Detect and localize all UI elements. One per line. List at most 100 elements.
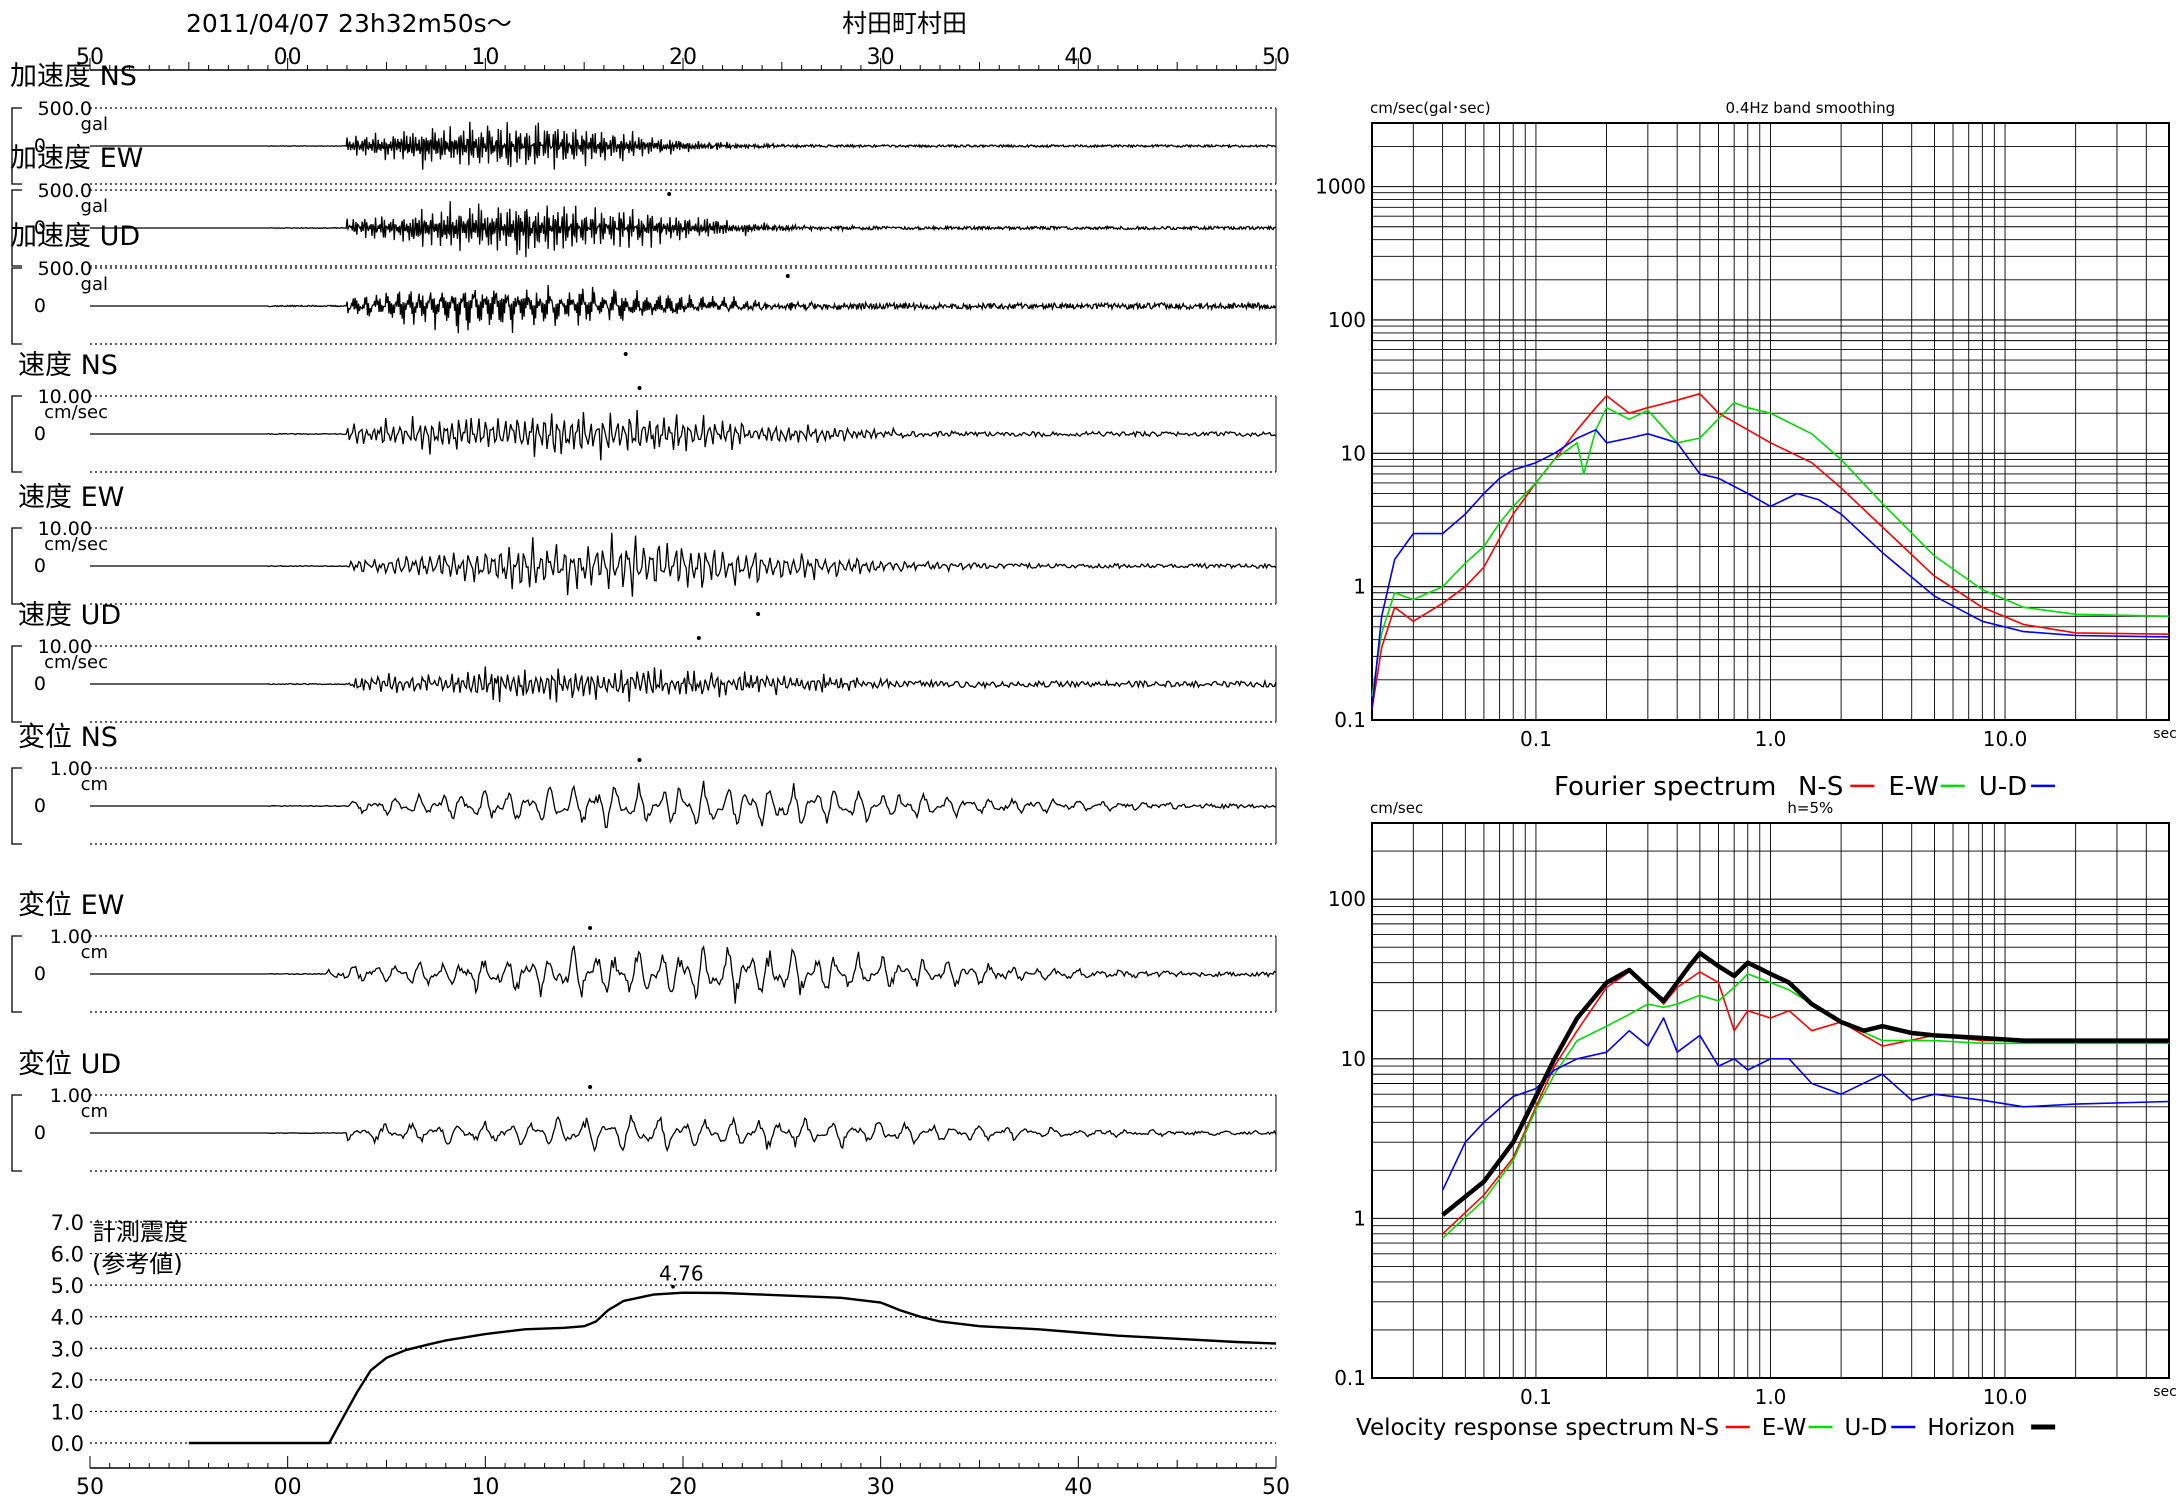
panel-label: 加速度 UD bbox=[10, 221, 140, 252]
intensity-peak-marker bbox=[671, 1284, 675, 1289]
bottom-time-tick-label: 30 bbox=[867, 1475, 895, 1500]
scale-unit: cm/sec bbox=[44, 652, 108, 673]
y-tick-label: 10 bbox=[1341, 441, 1366, 465]
legend-entry-label: E-W bbox=[1888, 772, 1938, 802]
station-name: 村田町村田 bbox=[842, 9, 967, 38]
peak-marker bbox=[785, 274, 790, 278]
peak-marker bbox=[588, 1085, 593, 1089]
y-tick-label: 1000 bbox=[1315, 175, 1366, 199]
scale-value: 500.0 bbox=[38, 98, 92, 120]
y-tick-label: 1 bbox=[1353, 1206, 1366, 1230]
intensity-tick-label: 4.0 bbox=[51, 1306, 84, 1330]
zero-label: 0 bbox=[34, 795, 46, 817]
panel-bracket bbox=[11, 935, 22, 1013]
zero-label: 0 bbox=[34, 295, 46, 317]
top-time-tick-label: 20 bbox=[669, 45, 697, 70]
panel-bracket bbox=[11, 1094, 22, 1172]
top-time-tick-label: 10 bbox=[471, 45, 499, 70]
scale-unit: cm/sec bbox=[44, 534, 108, 555]
waveform-trace bbox=[90, 284, 1277, 334]
scale-value: 1.00 bbox=[50, 758, 92, 780]
bottom-time-tick-label: 50 bbox=[1262, 1475, 1290, 1500]
waveform-trace bbox=[90, 532, 1277, 597]
panel-label: 速度 UD bbox=[18, 600, 121, 631]
scale-unit: cm/sec bbox=[44, 402, 108, 423]
scale-unit: cm bbox=[81, 1101, 108, 1122]
intensity-tick-label: 6.0 bbox=[51, 1243, 84, 1267]
series-line-e-w bbox=[1371, 401, 2170, 697]
y-tick-label: 1 bbox=[1353, 575, 1366, 599]
zero-label: 0 bbox=[34, 135, 46, 157]
x-tick-label: 1.0 bbox=[1755, 727, 1787, 751]
scale-value: 10.00 bbox=[38, 636, 92, 658]
scale-value: 1.00 bbox=[50, 1085, 92, 1107]
panel-bracket bbox=[11, 645, 22, 723]
y-tick-label: 100 bbox=[1328, 887, 1366, 911]
peak-marker bbox=[756, 612, 761, 616]
plot-frame bbox=[1371, 122, 2170, 721]
peak-marker bbox=[623, 352, 628, 356]
panel-bracket bbox=[11, 267, 22, 345]
bottom-time-tick-label: 20 bbox=[669, 1475, 697, 1500]
series-line-n-s bbox=[1442, 971, 2169, 1235]
legend-title: Fourier spectrum bbox=[1554, 772, 1776, 802]
scale-value: 10.00 bbox=[38, 518, 92, 540]
panel-label: 速度 NS bbox=[18, 350, 118, 381]
x-tick-label: 10.0 bbox=[1983, 727, 2028, 751]
scale-value: 500.0 bbox=[38, 258, 92, 280]
panel-label: 変位 EW bbox=[18, 890, 124, 921]
y-unit-label: cm/sec bbox=[1370, 799, 1423, 817]
waveform-trace bbox=[90, 121, 1276, 170]
record-datetime: 2011/04/07 23h32m50s〜 bbox=[186, 9, 512, 38]
intensity-tick-label: 5.0 bbox=[51, 1274, 84, 1298]
plot-frame bbox=[1371, 822, 2170, 1379]
scale-value: 1.00 bbox=[50, 926, 92, 948]
top-time-tick-label: 00 bbox=[274, 45, 302, 70]
intensity-peak-label: 4.76 bbox=[659, 1262, 704, 1286]
legend-entry-label: Horizon bbox=[1927, 1415, 2015, 1441]
scale-unit: gal bbox=[81, 274, 108, 295]
scale-unit: cm bbox=[81, 942, 108, 963]
x-tick-label: 0.1 bbox=[1520, 1385, 1552, 1409]
panel-label: 加速度 EW bbox=[10, 143, 143, 174]
panel-bracket bbox=[11, 189, 22, 267]
panel-bracket bbox=[11, 527, 22, 605]
peak-marker bbox=[667, 192, 672, 196]
scale-unit: cm bbox=[81, 774, 108, 795]
y-tick-label: 0.1 bbox=[1334, 708, 1366, 732]
y-unit-label: cm/sec(gal･sec) bbox=[1370, 99, 1491, 117]
intensity-curve bbox=[188, 1291, 1277, 1445]
bottom-time-tick-label: 10 bbox=[471, 1475, 499, 1500]
zero-label: 0 bbox=[34, 423, 46, 445]
legend-entry-label: E-W bbox=[1762, 1415, 1807, 1441]
intensity-tick-label: 1.0 bbox=[51, 1400, 84, 1424]
x-unit-label: sec bbox=[2153, 1384, 2177, 1400]
series-line-horizon bbox=[1441, 950, 2169, 1217]
zero-label: 0 bbox=[34, 1122, 46, 1144]
legend-entry-label: N-S bbox=[1679, 1415, 1719, 1441]
intensity-tick-label: 3.0 bbox=[51, 1337, 84, 1361]
peak-marker bbox=[637, 758, 642, 762]
peak-marker bbox=[588, 926, 593, 930]
intensity-title: 計測震度 bbox=[92, 1218, 188, 1246]
zero-label: 0 bbox=[34, 555, 46, 577]
waveform-trace bbox=[90, 409, 1277, 461]
waveform-trace bbox=[90, 780, 1277, 829]
chart-note: 0.4Hz band smoothing bbox=[1726, 99, 1896, 117]
series-line-n-s bbox=[1371, 392, 2170, 710]
waveform-trace bbox=[90, 1114, 1277, 1153]
zero-label: 0 bbox=[34, 963, 46, 985]
top-time-tick-label: 50 bbox=[1262, 45, 1290, 70]
intensity-tick-label: 7.0 bbox=[51, 1211, 84, 1235]
legend-entry-label: N-S bbox=[1798, 772, 1843, 802]
peak-marker bbox=[696, 636, 701, 640]
legend-entry-label: U-D bbox=[1979, 772, 2027, 802]
top-time-tick-label: 50 bbox=[76, 45, 104, 70]
velocity-response-chart: 0.1 1 10 100 0.1 1.0 10.0 sec cm/sec h=5% Velocity… bbox=[1328, 799, 2177, 1441]
